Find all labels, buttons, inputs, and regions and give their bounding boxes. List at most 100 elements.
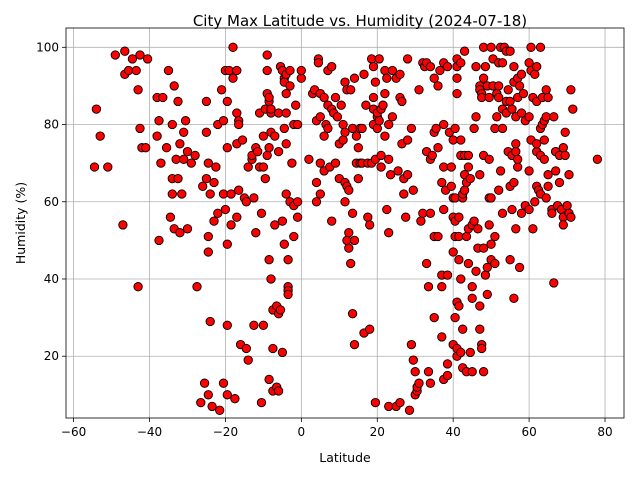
data-point [123, 65, 134, 76]
data-point [456, 274, 466, 284]
data-point [393, 166, 403, 176]
data-point [279, 239, 289, 249]
data-point [273, 146, 284, 157]
data-point [319, 92, 329, 103]
data-point [120, 46, 130, 56]
data-point [228, 73, 238, 83]
data-point [266, 104, 276, 114]
data-point [560, 127, 570, 137]
y-tick-label: 20 [44, 349, 59, 363]
data-point [543, 170, 553, 180]
data-point [234, 185, 244, 195]
data-point [315, 189, 325, 199]
data-point [241, 197, 251, 207]
data-point [376, 162, 386, 172]
data-point [366, 54, 377, 64]
data-point [442, 370, 453, 381]
data-point [547, 208, 557, 218]
data-point [173, 173, 183, 184]
data-point [230, 394, 240, 404]
data-point [539, 135, 549, 145]
data-point [311, 197, 322, 207]
data-point [281, 108, 291, 118]
data-point [456, 135, 466, 145]
data-point [475, 324, 485, 334]
data-point [110, 50, 120, 60]
data-point [482, 289, 492, 300]
data-point [566, 212, 576, 222]
data-point [171, 154, 181, 164]
data-point [264, 143, 274, 153]
data-point [503, 85, 513, 95]
data-point [558, 220, 568, 230]
data-point [524, 112, 534, 122]
data-point [429, 73, 439, 83]
data-point [516, 208, 527, 218]
data-point [346, 258, 356, 269]
data-point [201, 96, 212, 107]
data-point [554, 177, 565, 188]
data-point [209, 216, 219, 226]
data-point [340, 127, 350, 137]
data-point [490, 231, 500, 242]
data-point [283, 255, 293, 265]
data-point [332, 112, 343, 122]
data-point [454, 231, 464, 242]
data-point [232, 212, 242, 222]
data-point [513, 162, 523, 172]
data-point [95, 131, 105, 141]
data-point [241, 343, 251, 354]
data-point [427, 150, 437, 161]
data-point [315, 158, 325, 168]
data-point [560, 150, 570, 161]
data-point [258, 320, 269, 330]
data-point [382, 73, 392, 83]
data-point [291, 100, 301, 110]
data-point [511, 224, 521, 234]
data-point [161, 143, 172, 153]
data-point [262, 65, 272, 76]
data-point [490, 123, 500, 134]
data-point [344, 185, 354, 195]
data-point [213, 208, 223, 218]
data-point [353, 173, 363, 184]
data-point [368, 92, 379, 103]
data-point [327, 61, 337, 72]
data-point [484, 92, 494, 103]
data-point [338, 119, 348, 130]
data-point [423, 367, 434, 377]
data-point [287, 158, 297, 168]
data-point [131, 65, 141, 76]
data-point [592, 154, 603, 164]
data-point [173, 96, 183, 107]
data-point [528, 224, 538, 234]
data-point [357, 123, 367, 134]
data-point [507, 204, 517, 215]
data-point [292, 197, 303, 207]
data-point [437, 332, 447, 342]
data-point [103, 162, 113, 172]
data-point [186, 158, 196, 168]
y-tick-label: 100 [36, 40, 59, 54]
data-point [416, 216, 426, 226]
data-point [439, 162, 449, 172]
data-point [215, 405, 225, 415]
data-point [243, 162, 253, 172]
data-point [433, 143, 443, 153]
data-point [292, 212, 303, 222]
data-point [448, 135, 458, 145]
data-point [452, 88, 462, 99]
data-point [296, 73, 306, 83]
data-point [480, 270, 491, 280]
data-point [207, 401, 217, 412]
data-point [461, 231, 472, 242]
data-point [384, 228, 394, 238]
data-point [524, 166, 534, 176]
data-point [323, 123, 333, 134]
data-point [509, 61, 519, 72]
data-point [543, 181, 553, 191]
data-point [222, 143, 232, 153]
data-point [384, 154, 394, 164]
data-point [467, 367, 477, 377]
